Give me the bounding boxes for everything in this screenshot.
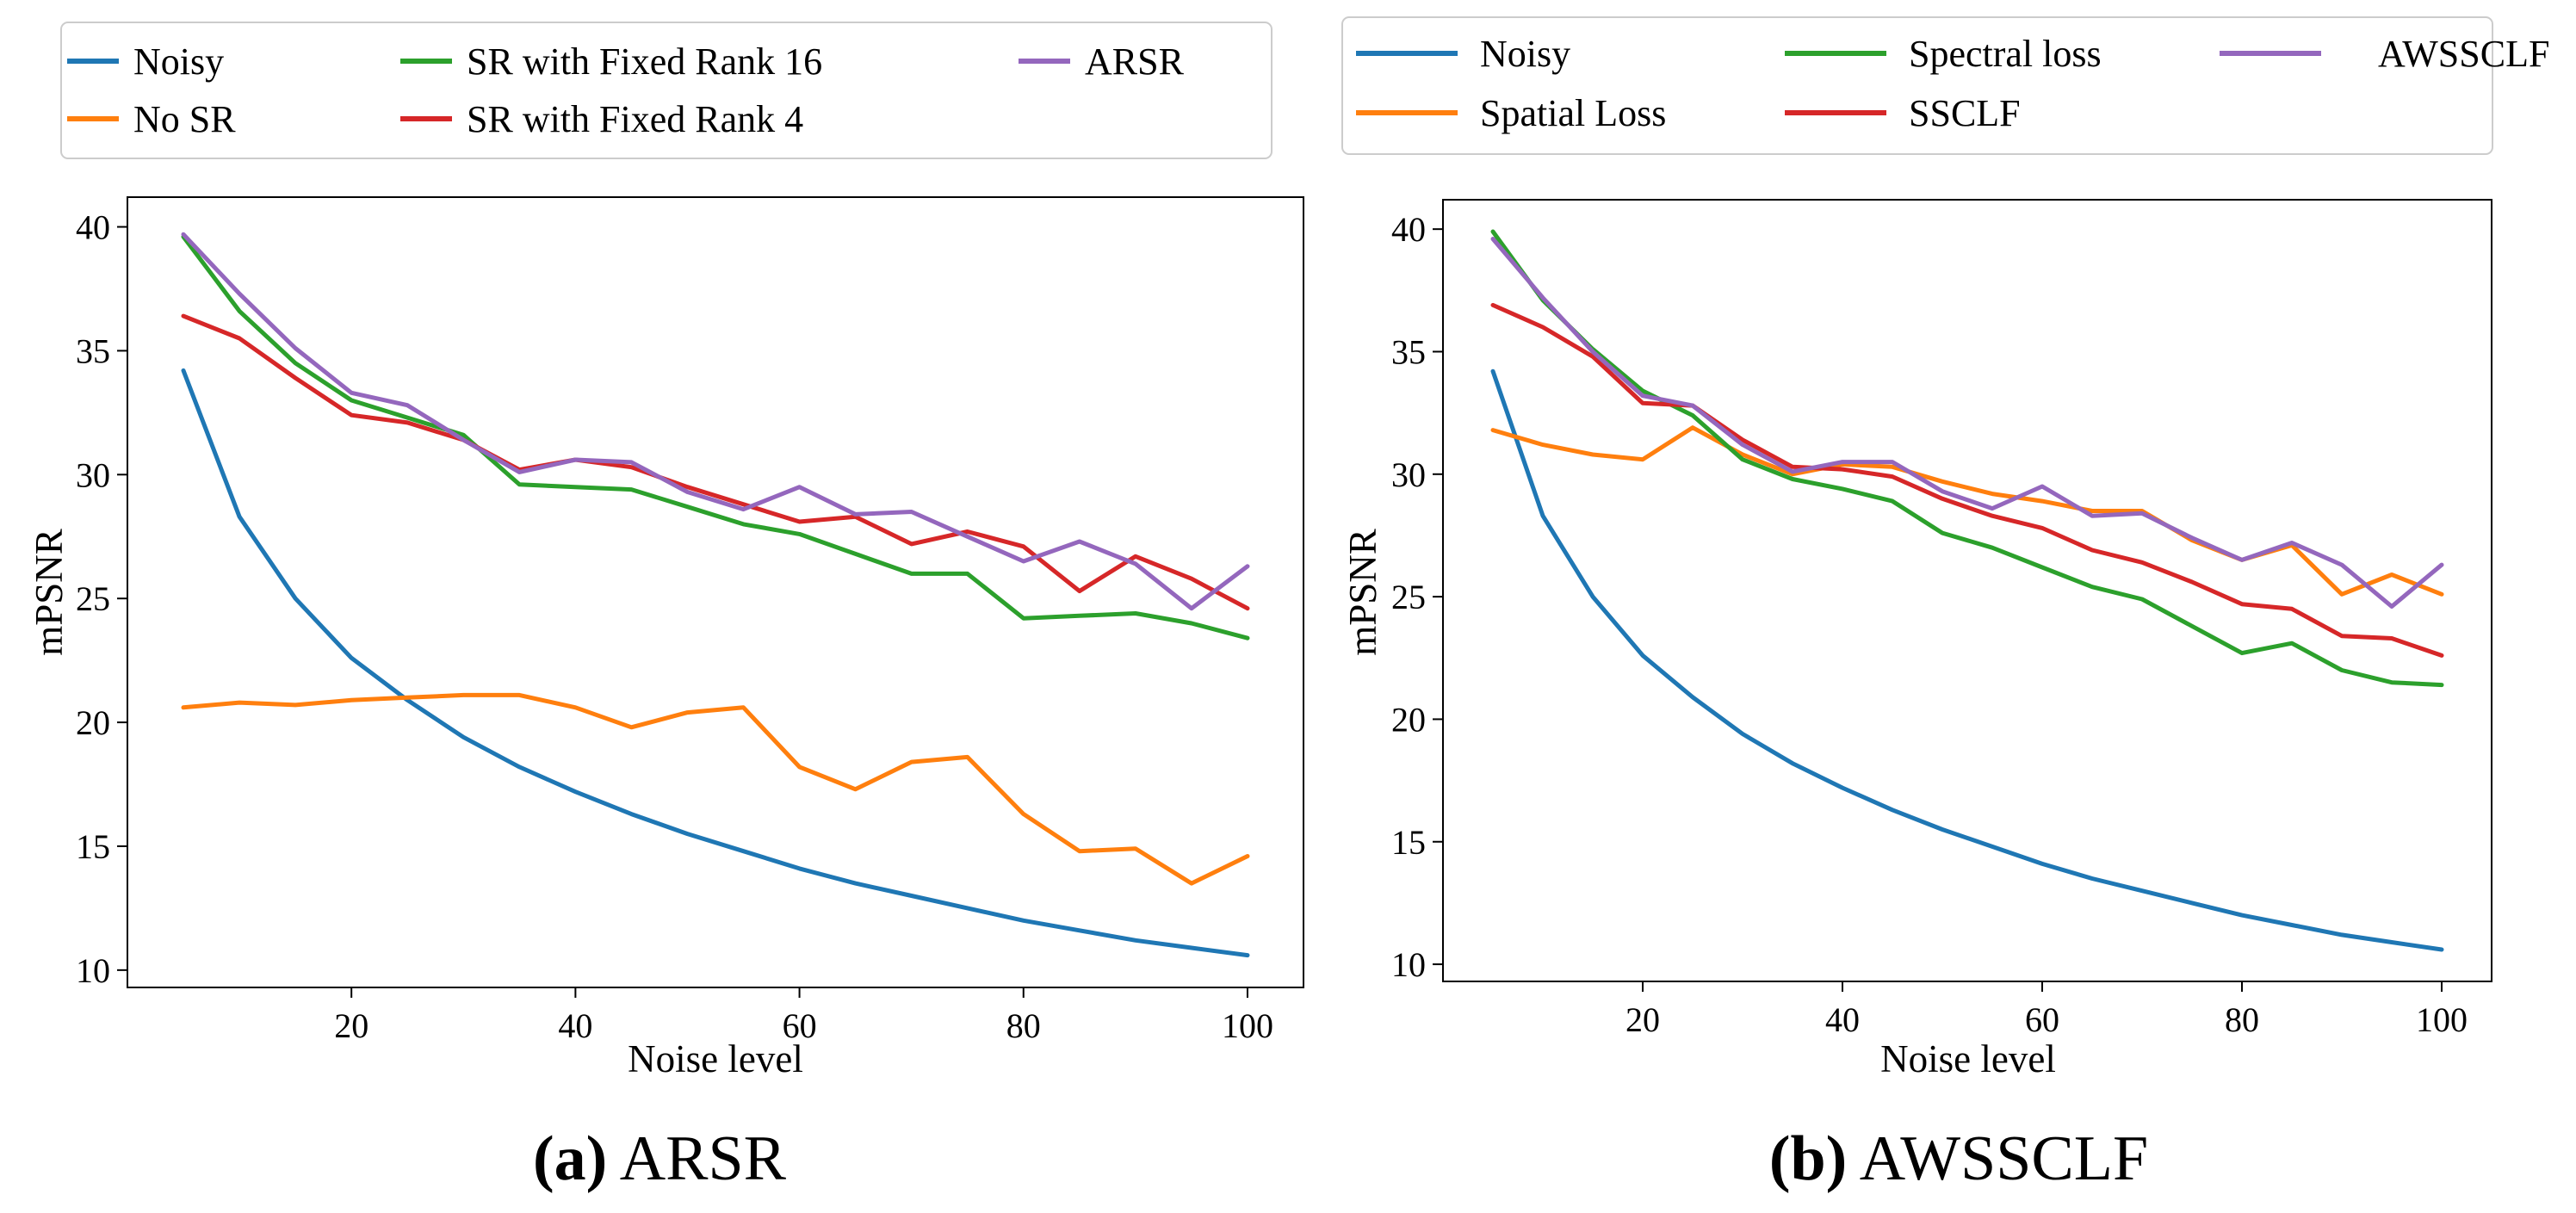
y-tick-label: 40 <box>76 208 110 247</box>
legend-box <box>1341 16 2493 155</box>
legend-label: AWSSCLF <box>2378 33 2549 75</box>
legend-item-ssclf: SSCLF <box>1785 92 2021 134</box>
legend-label: SR with Fixed Rank 16 <box>467 40 822 83</box>
y-tick-label: 35 <box>1391 332 1426 371</box>
caption-letter: (b) <box>1769 1123 1847 1194</box>
x-axis-label: Noise level <box>628 1037 803 1080</box>
legend-item-noisy: Noisy <box>1356 33 1570 75</box>
x-axis-label: Noise level <box>1880 1037 2056 1080</box>
y-tick-label: 30 <box>76 455 110 494</box>
legend-label: SSCLF <box>1909 92 2021 134</box>
x-tick-label: 60 <box>2025 1000 2059 1039</box>
legend-label: SR with Fixed Rank 4 <box>467 98 803 140</box>
legend-item-spatial-loss: Spatial Loss <box>1356 92 1666 134</box>
legend-item-sr-with-fixed-rank-16: SR with Fixed Rank 16 <box>400 40 822 83</box>
caption-name: ARSR <box>620 1123 787 1194</box>
y-axis-label: mPSNR <box>28 529 71 656</box>
legend-label: ARSR <box>1085 40 1185 83</box>
series-line-noisy <box>1490 368 2444 952</box>
legend-item-spectral-loss: Spectral loss <box>1785 33 2102 75</box>
x-tick-label: 20 <box>334 1006 368 1045</box>
y-axis-ticks: 10 15 20 25 30 35 40 <box>1391 210 1443 984</box>
legend-label: Noisy <box>133 40 224 83</box>
series-line-sr-with-fixed-rank-16 <box>181 234 1250 641</box>
x-tick-label: 20 <box>1625 1000 1660 1039</box>
series-line-sr-with-fixed-rank-4 <box>181 313 1250 611</box>
series-line-spatial-loss <box>1490 425 2444 597</box>
plot-frame <box>127 196 1304 988</box>
y-tick-label: 10 <box>76 951 110 990</box>
legend-item-sr-with-fixed-rank-4: SR with Fixed Rank 4 <box>400 98 803 140</box>
legend-box <box>60 22 1273 159</box>
figure-caption: (b) AWSSCLF <box>1769 1123 2148 1194</box>
x-axis-ticks: 20 40 60 80 100 <box>334 987 1273 1045</box>
figure-caption: (a) ARSR <box>533 1123 787 1194</box>
series-line-arsr <box>181 232 1250 611</box>
legend-item-no-sr: No SR <box>67 98 236 140</box>
series-lines <box>181 232 1250 958</box>
series-lines <box>1490 229 2444 952</box>
legend-item-noisy: Noisy <box>67 40 224 83</box>
series-line-awssclf <box>1490 237 2444 609</box>
series-line-noisy <box>181 368 1250 958</box>
x-tick-label: 60 <box>783 1006 817 1045</box>
x-axis-ticks: 20 40 60 80 100 <box>1625 981 2468 1039</box>
legend-label: Spatial Loss <box>1480 92 1666 134</box>
panel-b: Noisy Spatial Loss Spectral loss SSCLF AWSSC… <box>1341 16 2549 1194</box>
plot-frame <box>1442 199 2492 982</box>
legend-label: Noisy <box>1480 33 1570 75</box>
caption-letter: (a) <box>533 1123 607 1194</box>
y-tick-label: 20 <box>76 703 110 742</box>
x-tick-label: 80 <box>1006 1006 1041 1045</box>
series-line-no-sr <box>181 692 1250 886</box>
y-tick-label: 25 <box>76 579 110 618</box>
x-tick-label: 40 <box>558 1006 592 1045</box>
caption-name: AWSSCLF <box>1860 1123 2148 1194</box>
x-tick-label: 80 <box>2225 1000 2259 1039</box>
legend: Noisy Spatial Loss Spectral loss SSCLF AWSSC… <box>1356 33 2549 134</box>
y-tick-label: 10 <box>1391 945 1426 984</box>
series-line-spectral-loss <box>1490 229 2444 688</box>
y-tick-label: 35 <box>76 331 110 370</box>
x-tick-label: 100 <box>2416 1000 2468 1039</box>
y-tick-label: 20 <box>1391 700 1426 739</box>
series-line-ssclf <box>1490 302 2444 658</box>
legend-label: No SR <box>133 98 236 140</box>
y-axis-ticks: 10 15 20 25 30 35 40 <box>76 208 127 990</box>
legend-item-awssclf: AWSSCLF <box>2220 33 2549 75</box>
legend-item-arsr: ARSR <box>1019 40 1185 83</box>
legend-label: Spectral loss <box>1909 33 2102 75</box>
y-tick-label: 15 <box>76 827 110 866</box>
x-tick-label: 40 <box>1825 1000 1860 1039</box>
legend: Noisy No SR SR with Fixed Rank 16 SR with F… <box>67 40 1185 140</box>
y-tick-label: 40 <box>1391 210 1426 249</box>
y-tick-label: 25 <box>1391 578 1426 616</box>
y-tick-label: 15 <box>1391 823 1426 862</box>
y-tick-label: 30 <box>1391 455 1426 494</box>
panel-a: Noisy No SR SR with Fixed Rank 16 SR with F… <box>28 22 1304 1194</box>
y-axis-label: mPSNR <box>1341 529 1384 656</box>
x-tick-label: 100 <box>1222 1006 1273 1045</box>
